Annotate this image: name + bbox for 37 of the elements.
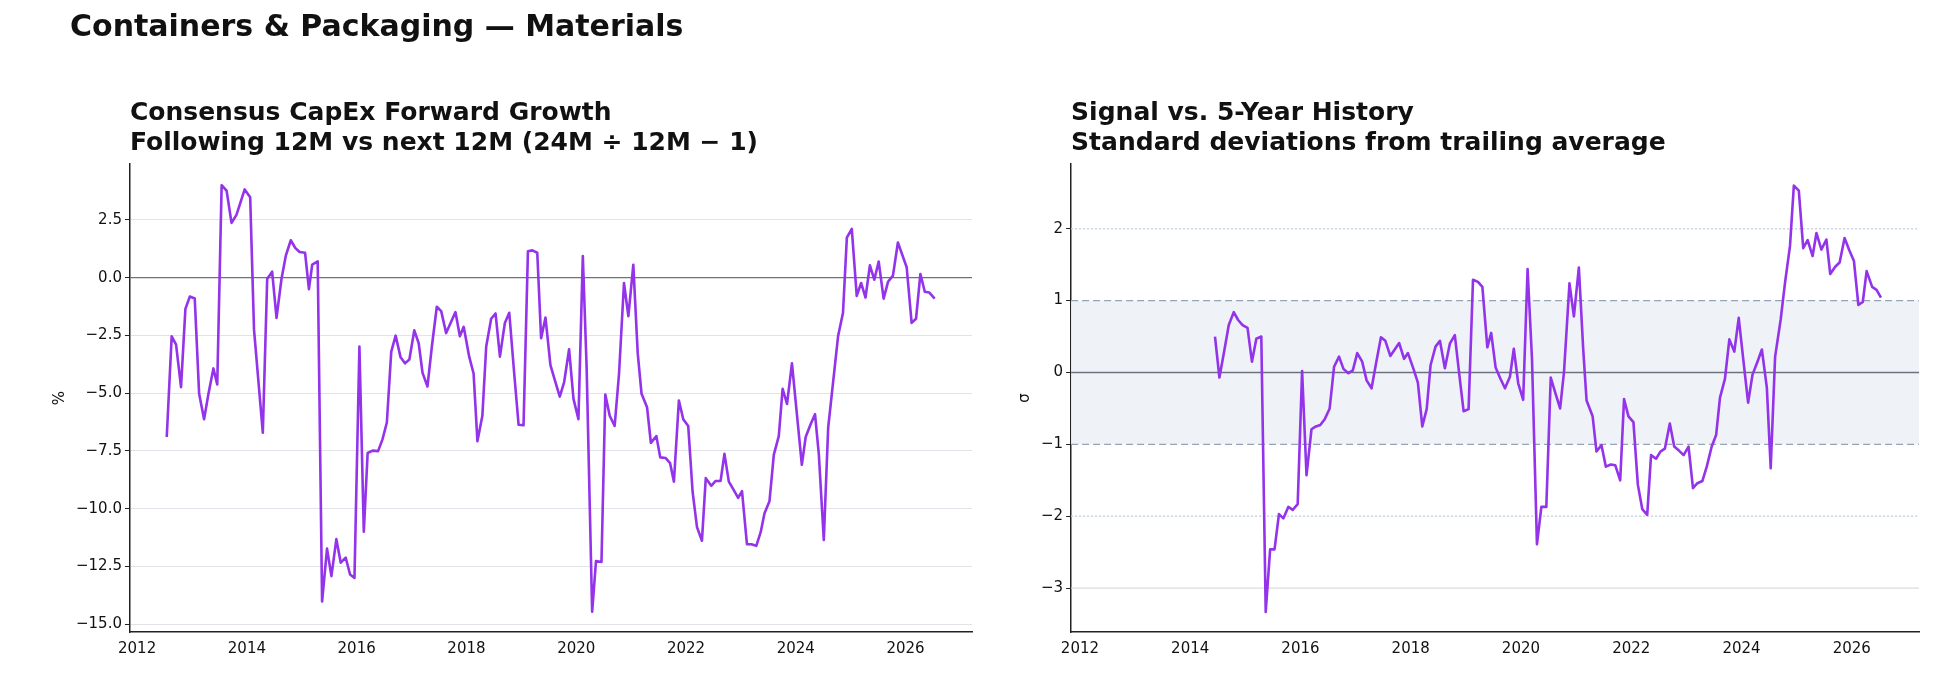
x-tick-label: 2020	[1501, 638, 1541, 657]
y-tick-label: −10.0	[76, 498, 122, 517]
y-tick-label: −1	[1040, 434, 1064, 453]
chart-subtitle: Following 12M vs next 12M (24M ÷ 12M − 1)	[129, 126, 759, 156]
y-tick-label: −12.5	[76, 556, 122, 575]
y-tick-label: −3	[1040, 578, 1064, 597]
chart-subtitle: Standard deviations from trailing average	[1071, 126, 1666, 156]
x-tick-label: 2020	[557, 638, 596, 657]
x-tick-label: 2022	[666, 638, 706, 657]
y-axis-title: σ	[1014, 392, 1033, 403]
y-tick-label: −15.0	[76, 614, 122, 633]
y-tick-label: 2	[1053, 218, 1064, 237]
y-tick-label: 0	[1053, 362, 1064, 381]
x-tick-label: 2016	[337, 638, 376, 657]
x-tick-label: 2024	[776, 638, 815, 657]
x-tick-label: 2022	[1612, 638, 1651, 657]
x-tick-label: 2024	[1722, 638, 1761, 657]
x-tick-label: 2026	[886, 638, 925, 657]
y-tick-label: −7.5	[85, 440, 122, 459]
y-tick-label: 1	[1053, 290, 1064, 309]
y-tick-label: −5.0	[85, 383, 122, 402]
chart-title: Signal vs. 5-Year History	[1071, 96, 1414, 126]
y-tick-label: 0.0	[98, 267, 122, 286]
y-axis-title: %	[49, 390, 68, 406]
text: Containers & Packaging — Materials	[70, 8, 684, 43]
x-tick-label: 2014	[1171, 638, 1210, 657]
x-tick-label: 2012	[118, 638, 157, 657]
x-tick-label: 2012	[1060, 638, 1100, 657]
x-tick-label: 2016	[1281, 638, 1320, 657]
y-tick-label: −2.5	[85, 325, 122, 344]
x-tick-label: 2026	[1832, 638, 1871, 657]
y-tick-label: 2.5	[98, 209, 122, 228]
x-tick-label: 2018	[447, 638, 486, 657]
x-tick-label: 2018	[1391, 638, 1430, 657]
y-tick-label: −2	[1040, 506, 1064, 525]
x-tick-label: 2014	[227, 638, 266, 657]
chart-title: Consensus CapEx Forward Growth	[129, 96, 612, 126]
